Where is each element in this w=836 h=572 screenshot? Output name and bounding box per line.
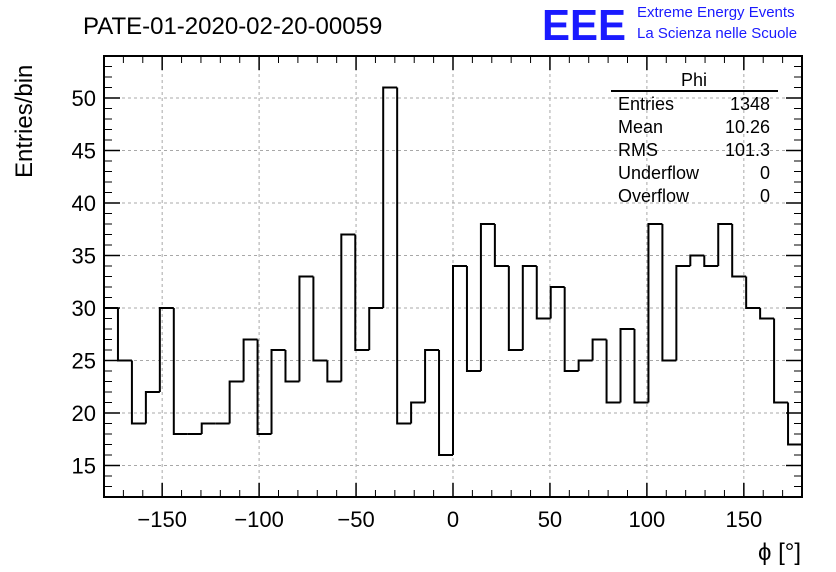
logo-line-1: Extreme Energy Events [637,4,795,21]
histogram-bin [242,338,258,382]
histogram-bin [200,422,216,434]
histogram-bin [158,307,174,392]
histogram-bin [354,234,370,351]
y-tick-label: 15 [72,454,96,479]
histogram-bin [549,286,565,319]
histogram-bin [284,350,300,383]
histogram-bin [368,307,384,350]
histogram-bin [172,308,188,435]
chart-title: PATE-01-2020-02-20-00059 [83,13,382,40]
histogram-bin [703,255,719,267]
histogram-bin [689,254,705,266]
histogram-bin [773,318,789,404]
histogram-bin [535,266,551,320]
x-tick-label: 0 [447,507,459,532]
histogram-bin [396,87,412,425]
stats-title: Phi [681,70,707,90]
histogram-bin [577,359,593,371]
histogram-bin [340,233,356,382]
y-tick-label: 20 [72,401,96,426]
grid-lines [104,56,802,497]
histogram-bin [647,223,663,403]
histogram-bin [493,224,509,267]
histogram-bin [256,339,272,435]
stat-value-mean: 10.26 [725,117,770,137]
histogram-bin [130,360,146,425]
stats-box: Phi Entries 1348 Mean 10.26 RMS 101.3 Un… [611,70,778,206]
histogram-bin [465,266,481,372]
y-tick-label: 30 [72,296,96,321]
histogram-bin [479,223,495,371]
histogram-bin [507,266,523,351]
histogram-bin [144,391,160,424]
x-axis-title: ϕ [°] [758,539,801,566]
x-tick-label: −150 [137,507,187,532]
histogram-bin [717,223,733,266]
histogram-bin [228,380,244,424]
histogram-bin [759,308,775,320]
x-tick-label: −100 [234,507,284,532]
histogram-bin [410,401,426,424]
histogram-bin [787,402,803,497]
y-tick-label: 45 [72,139,96,164]
histogram-bin [619,328,635,403]
stat-value-entries: 1348 [730,94,770,114]
x-tick-label: −50 [337,507,374,532]
histogram-bin [745,276,761,309]
stat-value-underflow: 0 [760,163,770,183]
y-axis-title: Entries/bin [11,65,38,178]
histogram-bin [591,338,607,361]
eee-logo-mark: EEE [542,1,626,50]
histogram-bin [661,224,677,362]
histogram-bin [382,86,398,308]
histogram-bin [563,287,579,372]
x-tick-label: 150 [725,507,762,532]
x-tick-label: 100 [629,507,666,532]
stat-label-mean: Mean [618,117,663,137]
stat-value-rms: 101.3 [725,140,770,160]
histogram-bin [312,276,328,362]
histogram-bin [605,339,621,404]
histogram-bin [116,308,132,362]
histogram-bin [452,265,467,455]
axis-ticks [104,56,802,497]
y-tick-label: 50 [72,86,96,111]
histogram-bin [298,275,314,382]
stat-label-entries: Entries [618,94,674,114]
histogram-bin [521,265,537,350]
histogram-bin [326,360,342,383]
x-tick-label: 50 [538,507,562,532]
histogram-bin [424,349,440,403]
histogram-bin [633,329,649,404]
y-tick-label: 35 [72,244,96,269]
y-tick-label: 40 [72,191,96,216]
eee-logo: EEE Extreme Energy Events La Scienza nel… [542,1,797,50]
stat-label-overflow: Overflow [618,186,690,206]
y-tick-label: 25 [72,349,96,374]
histogram-bin [270,349,286,434]
logo-line-2: La Scienza nelle Scuole [637,25,797,42]
histogram-bin [438,350,453,456]
histogram-bin [731,224,747,278]
stat-label-rms: RMS [618,140,658,160]
histogram-bin [675,265,691,361]
tick-labels: −150 −100 −50 0 50 100 150 15 20 25 30 35 40 45 50 [72,86,763,532]
stat-value-overflow: 0 [760,186,770,206]
stat-label-underflow: Underflow [618,163,700,183]
